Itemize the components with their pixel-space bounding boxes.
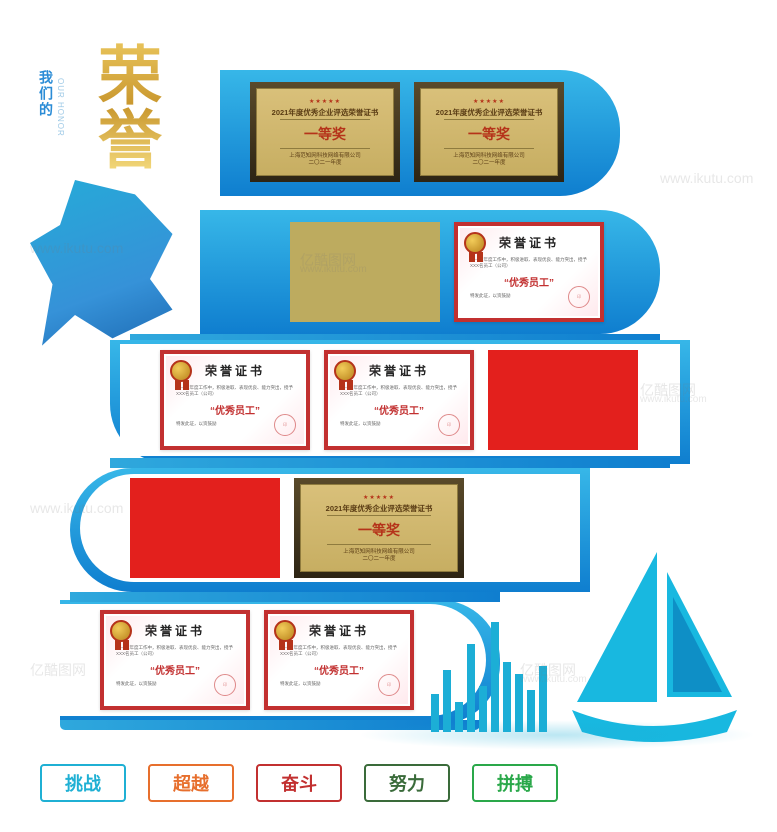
cert-foot: 特发此证，以资鼓励 <box>112 681 157 687</box>
plaque-1: ★★★★★ 2021年度优秀企业评选荣誉证书 一等奖 上海范知网科技网络有限公司… <box>250 82 400 182</box>
row-5: 荣誉证书 ——在年度工作中，积极进取、表现优良、能力突出，授予XXX名员工（公司… <box>100 610 414 710</box>
cert-5: 荣誉证书 ——在年度工作中，积极进取、表现优良、能力突出，授予XXX名员工（公司… <box>264 610 414 710</box>
cert-award: “优秀员工” <box>210 402 260 417</box>
title-small: 我们的 <box>36 70 56 118</box>
wave-decoration <box>30 180 180 360</box>
row-4: ★★★★★ 2021年度优秀企业评选荣誉证书 一等奖 上海范知网科技网络有限公司… <box>130 478 464 578</box>
plaque-divider <box>280 119 370 120</box>
cert-2: 荣誉证书 ——在年度工作中，积极进取、表现优良、能力突出，授予XXX名员工（公司… <box>160 350 310 450</box>
cert-title: 荣誉证书 <box>369 362 429 379</box>
watermark: www.ikutu.com <box>660 170 753 186</box>
medal-icon <box>274 620 296 642</box>
row-2: 荣誉证书 ——在年度工作中，积极进取、表现优良、能力突出，授予XXX名员工（公司… <box>290 222 604 322</box>
honor-title-block: 我们的 OUR HONOR 荣誉 <box>30 60 210 280</box>
plaque-inner: ★★★★★ 2021年度优秀企业评选荣誉证书 一等奖 上海范知网科技网络有限公司… <box>300 484 458 572</box>
cert-title: 荣誉证书 <box>145 622 205 639</box>
plaque-divider <box>327 544 431 545</box>
medal-icon <box>170 360 192 382</box>
cert-foot: 特发此证，以资鼓励 <box>466 293 511 299</box>
medal-icon <box>334 360 356 382</box>
cert-3: 荣誉证书 ——在年度工作中，积极进取、表现优良、能力突出，授予XXX名员工（公司… <box>324 350 474 450</box>
seal-icon: 印 <box>274 414 296 436</box>
plaque-3: ★★★★★ 2021年度优秀企业评选荣誉证书 一等奖 上海范知网科技网络有限公司… <box>294 478 464 578</box>
cert-foot: 特发此证，以资鼓励 <box>336 421 381 427</box>
plaque-inner: ★★★★★ 2021年度优秀企业评选荣誉证书 一等奖 上海范知网科技网络有限公司… <box>420 88 558 176</box>
seal-icon: 印 <box>378 674 400 696</box>
plaque-divider <box>280 148 370 149</box>
seal-icon: 印 <box>438 414 460 436</box>
shelf-divider-bar-3 <box>70 592 500 602</box>
slogan-row: 挑战超越奋斗努力拼搏 <box>40 764 558 802</box>
slogan-box: 拼搏 <box>472 764 558 802</box>
plaque-stars: ★★★★★ <box>473 98 505 105</box>
cert-title: 荣誉证书 <box>309 622 369 639</box>
medal-icon <box>464 232 486 254</box>
cert-foot: 特发此证，以资鼓励 <box>276 681 321 687</box>
slogan-box: 超越 <box>148 764 234 802</box>
plaque-title: 2021年度优秀企业评选荣誉证书 <box>436 107 543 118</box>
blank-red <box>488 350 638 450</box>
seal-icon: 印 <box>214 674 236 696</box>
blank-gold <box>290 222 440 322</box>
skyline-bar <box>491 622 499 732</box>
plaque-stars: ★★★★★ <box>363 494 395 501</box>
cert-body: ——在年度工作中，积极进取、表现优良、能力突出，授予XXX名员工（公司） <box>276 645 402 658</box>
cert-body: ——在年度工作中，积极进取、表现优良、能力突出，授予XXX名员工（公司） <box>172 385 298 398</box>
shelf-divider-bar-2 <box>110 458 670 468</box>
cert-body: ——在年度工作中，积极进取、表现优良、能力突出，授予XXX名员工（公司） <box>336 385 462 398</box>
plaque-divider <box>444 148 534 149</box>
plaque-award: 一等奖 <box>358 520 400 540</box>
plaque-title: 2021年度优秀企业评选荣誉证书 <box>272 107 379 118</box>
plaque-stars: ★★★★★ <box>309 98 341 105</box>
slogan-box: 挑战 <box>40 764 126 802</box>
cert-title: 荣誉证书 <box>205 362 265 379</box>
slogan-box: 奋斗 <box>256 764 342 802</box>
plaque-inner: ★★★★★ 2021年度优秀企业评选荣誉证书 一等奖 上海范知网科技网络有限公司… <box>256 88 394 176</box>
cert-award: “优秀员工” <box>150 662 200 677</box>
plaque-award: 一等奖 <box>468 124 510 144</box>
plaque-divider <box>327 515 431 516</box>
skyline-bar <box>467 644 475 732</box>
plaque-award: 一等奖 <box>304 124 346 144</box>
blank-red-2 <box>130 478 280 578</box>
slogan-box: 努力 <box>364 764 450 802</box>
cert-body: ——在年度工作中，积极进取、表现优良、能力突出，授予XXX名员工（公司） <box>112 645 238 658</box>
row-3: 荣誉证书 ——在年度工作中，积极进取、表现优良、能力突出，授予XXX名员工（公司… <box>160 350 638 450</box>
cert-foot: 特发此证，以资鼓励 <box>172 421 217 427</box>
cert-award: “优秀员工” <box>314 662 364 677</box>
cert-4: 荣誉证书 ——在年度工作中，积极进取、表现优良、能力突出，授予XXX名员工（公司… <box>100 610 250 710</box>
row-1: ★★★★★ 2021年度优秀企业评选荣誉证书 一等奖 上海范知网科技网络有限公司… <box>250 82 564 182</box>
cert-body: ——在年度工作中，积极进取、表现优良、能力突出，授予XXX名员工（公司） <box>466 257 592 270</box>
cert-1: 荣誉证书 ——在年度工作中，积极进取、表现优良、能力突出，授予XXX名员工（公司… <box>454 222 604 322</box>
cert-title: 荣誉证书 <box>499 234 559 251</box>
plaque-title: 2021年度优秀企业评选荣誉证书 <box>326 503 433 514</box>
medal-icon <box>110 620 132 642</box>
plaque-2: ★★★★★ 2021年度优秀企业评选荣誉证书 一等奖 上海范知网科技网络有限公司… <box>414 82 564 182</box>
skyline-bars <box>431 612 547 732</box>
title-sub-en: OUR HONOR <box>56 78 65 137</box>
title-big: 荣誉 <box>78 42 170 170</box>
plaque-divider <box>444 119 534 120</box>
seal-icon: 印 <box>568 286 590 308</box>
cert-award: “优秀员工” <box>374 402 424 417</box>
plaque-org: 上海范知网科技网络有限公司二〇二一年度 <box>453 153 525 166</box>
plaque-org: 上海范知网科技网络有限公司二〇二一年度 <box>343 549 415 562</box>
wave-bottom <box>357 720 757 750</box>
cert-award: “优秀员工” <box>504 274 554 289</box>
plaque-org: 上海范知网科技网络有限公司二〇二一年度 <box>289 153 361 166</box>
